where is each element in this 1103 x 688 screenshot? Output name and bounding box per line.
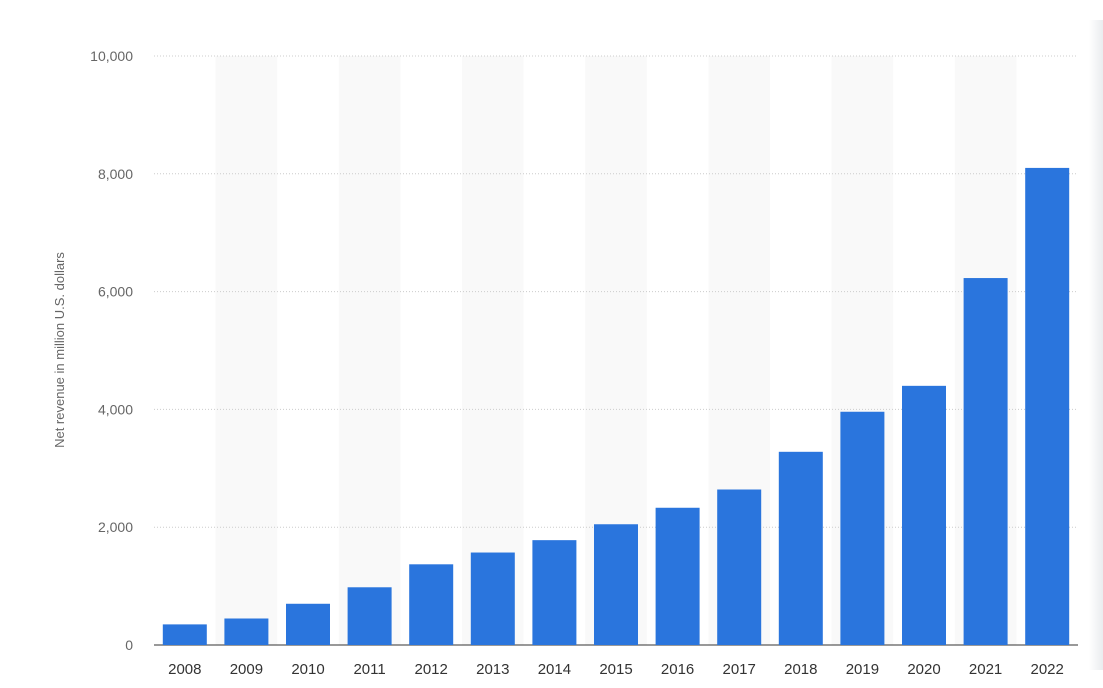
bar bbox=[655, 507, 700, 645]
x-tick-label: 2012 bbox=[415, 661, 448, 678]
bar bbox=[162, 624, 207, 645]
bar bbox=[840, 411, 885, 645]
y-tick-label: 0 bbox=[125, 637, 133, 653]
bar bbox=[902, 385, 946, 645]
x-axis-ticks: 2008 2009 2010 2011 2012 2013 2014 2015 2016 2017… bbox=[168, 661, 1064, 678]
bar bbox=[594, 524, 638, 645]
y-tick-label: 10,000 bbox=[90, 48, 133, 64]
y-tick-label: 4,000 bbox=[98, 401, 133, 417]
x-tick-label: 2022 bbox=[1031, 661, 1064, 678]
x-tick-label: 2017 bbox=[723, 661, 756, 678]
x-tick-label: 2019 bbox=[846, 661, 879, 678]
x-tick-label: 2009 bbox=[230, 661, 263, 678]
bar bbox=[963, 278, 1008, 645]
x-tick-label: 2014 bbox=[538, 661, 571, 678]
x-tick-label: 2013 bbox=[476, 661, 509, 678]
x-tick-label: 2015 bbox=[599, 661, 632, 678]
x-tick-label: 2020 bbox=[907, 661, 940, 678]
x-tick-label: 2021 bbox=[969, 661, 1002, 678]
y-axis-ticks: 0 2,000 4,000 6,000 8,000 10,000 bbox=[90, 48, 133, 653]
x-tick-label: 2010 bbox=[291, 661, 324, 678]
bar bbox=[347, 587, 392, 645]
y-tick-label: 6,000 bbox=[98, 284, 133, 300]
bars bbox=[162, 167, 1070, 645]
background-band bbox=[215, 56, 278, 645]
bar bbox=[717, 489, 762, 645]
y-axis-title: Net revenue in million U.S. dollars bbox=[52, 252, 67, 448]
bar bbox=[778, 451, 823, 645]
x-tick-label: 2011 bbox=[353, 661, 385, 678]
background-band bbox=[338, 56, 401, 645]
x-tick-label: 2016 bbox=[661, 661, 694, 678]
bar bbox=[224, 618, 269, 645]
background-band bbox=[462, 56, 524, 645]
bar bbox=[470, 552, 515, 645]
bar bbox=[409, 564, 454, 645]
bar bbox=[1025, 167, 1070, 645]
y-tick-label: 8,000 bbox=[98, 166, 133, 182]
x-tick-label: 2008 bbox=[168, 661, 201, 678]
x-tick-label: 2018 bbox=[784, 661, 817, 678]
bar bbox=[532, 540, 577, 645]
y-tick-label: 2,000 bbox=[98, 519, 133, 535]
bar bbox=[286, 603, 330, 645]
scroll-edge-shadow bbox=[1089, 20, 1103, 670]
